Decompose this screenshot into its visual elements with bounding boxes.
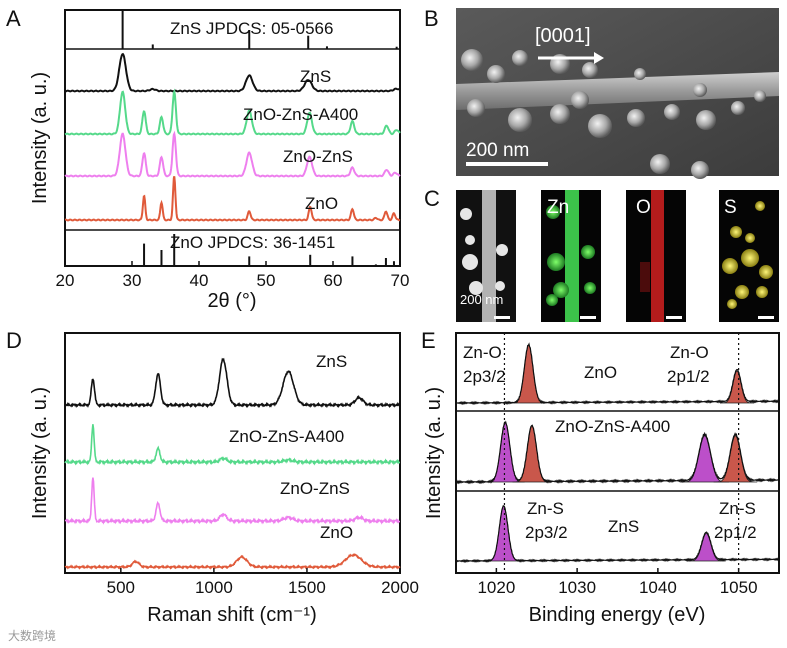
sem-image [456,8,779,179]
d-trace-2 [64,477,400,525]
a-trace-3 [64,176,401,222]
panel-label-c: C [424,186,440,211]
d-trace-3 [64,552,401,570]
a-xtick-label-0: 20 [56,271,75,290]
eds-o-map [626,190,686,322]
e-peak-1-0 [485,422,525,483]
eds-haadf [456,190,516,322]
eds-o-label: O [636,197,651,218]
e-top-left-1: Zn-O [463,343,502,362]
a-label-a400: ZnO-ZnS-A400 [243,105,358,124]
a-ref-bottom-label: ZnO JPDCS: 36-1451 [170,233,335,252]
e-xlabel: Binding energy (eV) [529,604,706,626]
e-envelope-1 [455,420,780,485]
a-xtick-label-4: 60 [324,271,343,290]
e-xtick-label-3: 1050 [720,578,758,597]
e-top-right-1: Zn-O [670,343,709,362]
e-top-mid: ZnO [584,363,617,382]
a-ref-top-label: ZnS JPDCS: 05-0566 [170,19,333,38]
a-xtick-label-2: 40 [190,271,209,290]
panel-a-x-ticks: 20 30 40 50 60 70 [56,261,410,290]
panel-label-a: A [6,6,21,31]
eds-scale-text: 200 nm [460,292,503,307]
eds-zn-label: Zn [547,197,569,218]
panel-e-traces [455,333,780,573]
e-bot-right-2: 2p1/2 [714,523,757,542]
e-top-right-2: 2p1/2 [667,367,710,386]
e-ylabel: Intensity (a. u.) [423,387,445,519]
e-peak-0-0 [510,344,547,404]
panel-a-traces [64,52,401,222]
panel-a-reference-sticks [121,11,398,266]
d-label-znozns: ZnO-ZnS [280,479,350,498]
e-bot-left-1: Zn-S [527,499,564,518]
d-trace-0 [64,357,401,409]
a-xtick-label-5: 70 [391,271,410,290]
e-xtick-label-1: 1030 [558,578,596,597]
panel-e-frame [455,332,780,574]
d-label-zno: ZnO [320,523,353,542]
d-xlabel: Raman shift (cm⁻¹) [147,604,316,626]
panel-e-x-ticks: 1020 1030 1040 1050 [477,568,758,597]
e-top-left-2: 2p3/2 [463,367,506,386]
eds-zn-map [541,190,601,322]
watermark: 大数跨境 [8,628,56,643]
e-bot-mid: ZnS [608,517,639,536]
a-trace-0 [64,52,401,93]
a-trace-2 [64,130,401,178]
eds-s-map [719,190,779,322]
d-label-a400: ZnO-ZnS-A400 [229,427,344,446]
panel-d-frame [64,332,401,574]
e-bot-right-1: Zn-S [719,499,756,518]
d-xtick-label-0: 500 [107,578,135,597]
a-ylabel: Intensity (a. u.) [29,72,51,204]
e-peak-1-2 [680,435,729,483]
d-label-zns: ZnS [316,352,347,371]
sem-arrowhead [594,52,604,64]
e-envelope-0 [455,342,780,406]
e-xtick-label-0: 1020 [477,578,515,597]
e-peak-2-0 [485,505,522,562]
a-trace-1 [64,88,401,136]
d-ylabel: Intensity (a. u.) [29,387,51,519]
panel-label-e: E [421,328,436,353]
a-xtick-label-3: 50 [257,271,276,290]
e-envelope-2 [455,505,780,564]
sem-direction-label: [0001] [535,25,591,47]
e-peak-1-1 [512,425,552,483]
d-xtick-label-3: 2000 [381,578,419,597]
e-peak-1-3 [713,435,758,483]
sem-scale-bar [466,162,548,166]
e-middle-label: ZnO-ZnS-A400 [555,417,670,436]
d-xtick-label-1: 1000 [195,578,233,597]
panel-a-frame [64,9,401,267]
eds-s-label: S [724,197,737,218]
panel-label-b: B [424,6,439,31]
e-xtick-label-2: 1040 [639,578,677,597]
panel-label-d: D [6,328,22,353]
a-xtick-label-1: 30 [123,271,142,290]
panel-d-x-ticks: 500 1000 1500 2000 [107,568,419,597]
d-xtick-label-2: 1500 [288,578,326,597]
a-label-znozns: ZnO-ZnS [283,147,353,166]
sem-scale-text: 200 nm [466,140,529,161]
a-xlabel: 2θ (°) [207,290,256,312]
e-peak-0-1 [720,370,754,404]
a-label-zns: ZnS [300,67,331,86]
panel-d-traces [64,357,401,570]
d-trace-1 [64,424,400,466]
a-label-zno: ZnO [305,194,338,213]
e-bot-left-2: 2p3/2 [525,523,568,542]
